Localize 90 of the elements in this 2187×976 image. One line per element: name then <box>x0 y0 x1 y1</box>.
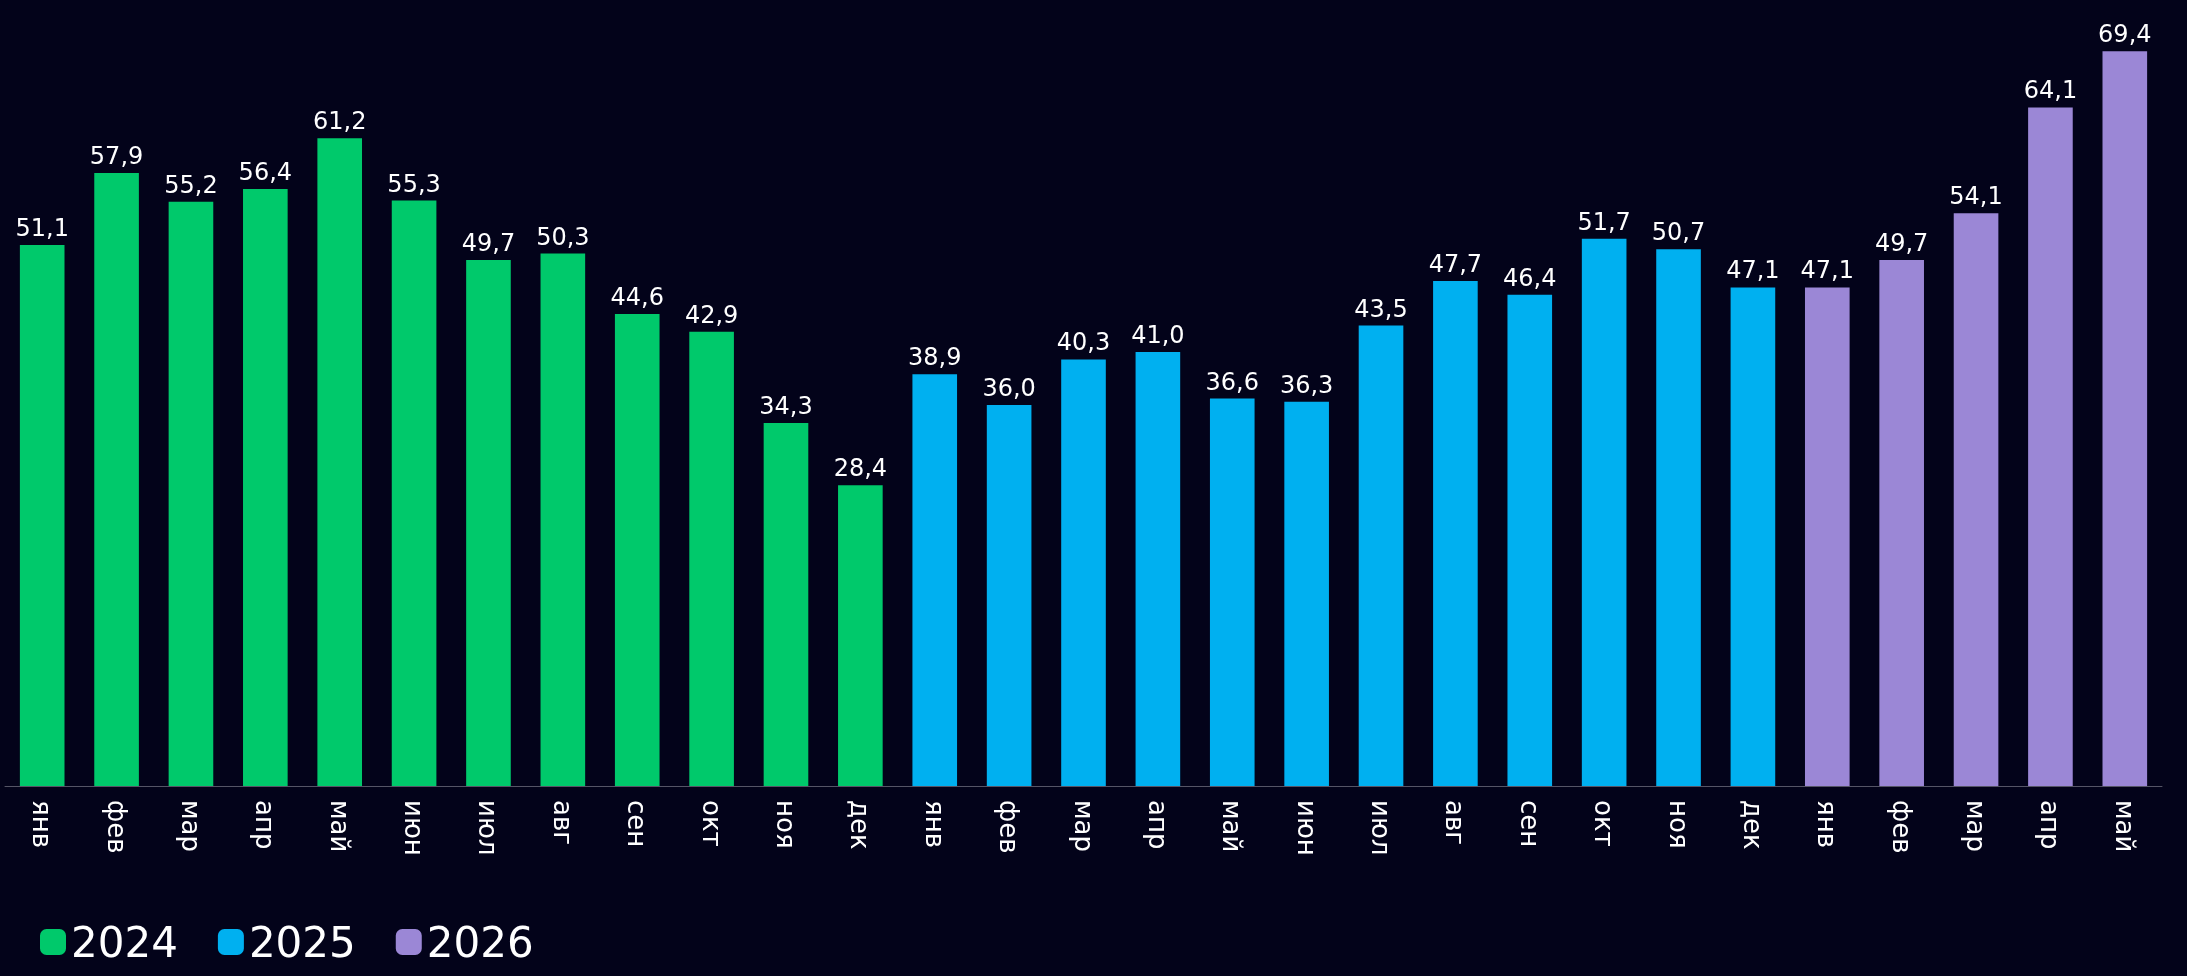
bar <box>1730 287 1776 786</box>
bar <box>912 374 958 786</box>
bar <box>19 245 65 786</box>
data-label: 36,6 <box>1205 367 1259 396</box>
x-tick-label: сен <box>1514 800 1545 848</box>
data-label: 36,0 <box>982 373 1036 402</box>
x-tick-label: июн <box>399 800 430 856</box>
x-tick-label: апр <box>1142 800 1173 850</box>
x-tick-label: янв <box>919 800 950 848</box>
x-tick-label: мар <box>1068 800 1099 853</box>
data-label: 51,1 <box>15 214 69 243</box>
bar <box>1581 238 1627 786</box>
x-tick-label: ноя <box>1663 800 1694 849</box>
data-label: 36,3 <box>1279 370 1334 399</box>
x-tick-label: мар <box>1961 800 1992 853</box>
x-tick-label: янв <box>1812 800 1843 848</box>
x-tick-label: окт <box>696 800 727 847</box>
bar <box>1656 249 1701 786</box>
data-label: 57,9 <box>89 142 144 171</box>
x-tick-label: июл <box>473 800 504 856</box>
x-tick-label: дек <box>845 800 876 850</box>
x-tick-label: янв <box>27 800 58 848</box>
x-tick-label: ноя <box>770 800 801 849</box>
bar <box>1433 281 1478 786</box>
x-tick-label: фев <box>994 800 1025 854</box>
data-label: 43,5 <box>1354 294 1408 323</box>
x-tick-label: июл <box>1366 800 1397 856</box>
data-label: 49,7 <box>461 228 516 257</box>
bar <box>391 200 437 786</box>
bar <box>1284 401 1329 786</box>
data-label: 64,1 <box>2023 76 2078 105</box>
legend-label: 2024 <box>71 917 178 967</box>
data-label: 47,1 <box>1800 256 1855 285</box>
data-label: 40,3 <box>1056 328 1111 357</box>
data-label: 42,9 <box>684 300 739 329</box>
data-label: 50,3 <box>536 222 590 251</box>
bar <box>1135 351 1181 786</box>
bar <box>1879 259 1924 786</box>
x-tick-label: мар <box>175 800 206 853</box>
bar <box>243 188 288 786</box>
bar <box>466 259 511 786</box>
bar <box>838 485 883 786</box>
x-tick-label: окт <box>1589 800 1620 847</box>
x-tick-label: май <box>324 800 355 853</box>
bar <box>2028 107 2073 786</box>
data-label: 55,2 <box>164 170 218 199</box>
legend-label: 2025 <box>248 917 356 967</box>
bar <box>168 201 214 786</box>
data-label: 44,6 <box>610 282 664 311</box>
data-label: 50,7 <box>1651 218 1706 247</box>
data-label: 47,1 <box>1726 256 1780 285</box>
bar <box>1953 213 1999 786</box>
legend-label: 2026 <box>426 917 534 967</box>
x-tick-label: апр <box>250 800 281 850</box>
data-label: 49,7 <box>1874 228 1929 257</box>
x-tick-label: фев <box>1886 800 1917 854</box>
bar <box>763 422 809 786</box>
bar <box>1209 398 1255 786</box>
x-tick-label: май <box>2109 800 2140 853</box>
bar <box>2102 51 2148 786</box>
data-label: 28,4 <box>833 454 888 483</box>
bar <box>689 331 734 786</box>
data-label: 46,4 <box>1503 263 1557 292</box>
x-tick-label: дек <box>1737 800 1768 850</box>
data-label: 47,7 <box>1428 250 1483 279</box>
data-label: 41,0 <box>1131 320 1185 349</box>
bar <box>1804 287 1850 786</box>
bar <box>1061 359 1106 786</box>
bar <box>614 313 660 786</box>
x-tick-label: апр <box>2035 800 2066 850</box>
x-tick-label: фев <box>101 800 132 854</box>
data-label: 38,9 <box>908 343 962 372</box>
bar <box>94 173 139 786</box>
x-tick-label: май <box>1217 800 1248 853</box>
data-label: 55,3 <box>387 169 441 198</box>
bar <box>1507 294 1553 786</box>
x-tick-label: авг <box>547 800 578 845</box>
bar <box>986 404 1032 786</box>
x-tick-label: сен <box>622 800 653 848</box>
x-tick-label: авг <box>1440 800 1471 845</box>
data-label: 54,1 <box>1949 182 2003 211</box>
data-label: 51,7 <box>1577 207 1631 236</box>
bar <box>317 138 363 786</box>
bar <box>540 253 586 786</box>
data-label: 61,2 <box>312 107 367 136</box>
bar <box>1358 325 1404 786</box>
data-label: 56,4 <box>238 157 293 186</box>
data-label: 34,3 <box>759 391 813 420</box>
x-tick-label: июн <box>1291 800 1322 856</box>
data-label: 69,4 <box>2098 20 2152 49</box>
